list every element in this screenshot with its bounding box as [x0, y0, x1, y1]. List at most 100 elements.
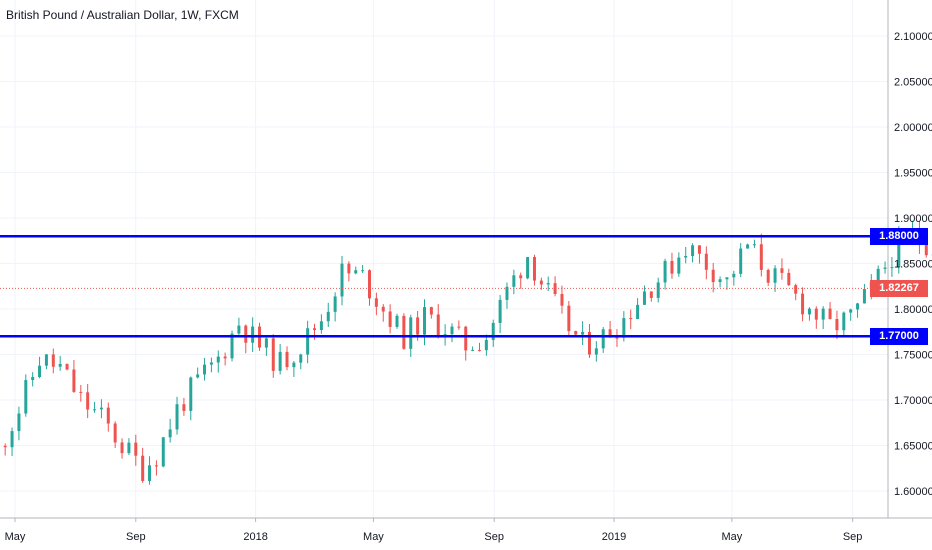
candle-body [587, 331, 591, 355]
candle-body [787, 272, 791, 286]
candle-body [519, 275, 523, 279]
y-tick-label: 1.95000 [894, 168, 932, 180]
candle-body [196, 374, 200, 378]
candle-body [484, 339, 488, 351]
candle-body [746, 244, 750, 249]
candle-body [883, 267, 887, 269]
candle-body [354, 270, 358, 274]
candle-body [828, 308, 832, 320]
candle-body [154, 465, 158, 467]
candle-body [862, 289, 866, 304]
candle-body [856, 303, 860, 310]
candle-body [113, 423, 117, 443]
candle-body [79, 391, 83, 393]
candle-body [663, 260, 667, 283]
candle-body [313, 328, 317, 331]
grid [0, 0, 888, 518]
candle-body [306, 328, 310, 355]
x-tick-label: May [5, 531, 26, 543]
y-tick-label: 1.60000 [894, 486, 932, 498]
candle-body [684, 255, 688, 258]
y-tick-label: 1.85000 [894, 259, 932, 271]
candle-body [477, 349, 481, 351]
candle-body [711, 269, 715, 283]
y-tick-label: 1.80000 [894, 304, 932, 316]
candle-body [773, 268, 777, 283]
candle-body [670, 260, 674, 274]
candle-body [429, 307, 433, 315]
candle-body [319, 321, 323, 331]
candle-body [416, 317, 420, 335]
candle-body [24, 380, 28, 414]
candle-body [890, 267, 894, 269]
candle-body [512, 275, 516, 287]
y-tick-label: 2.05000 [894, 77, 932, 89]
candle-body [457, 326, 461, 328]
candle-body [374, 298, 378, 307]
candle-body [498, 299, 502, 323]
candle-body [388, 311, 392, 327]
candle-body [539, 280, 543, 285]
candle-body [230, 333, 234, 359]
y-tick-label: 2.10000 [894, 31, 932, 43]
candles [3, 220, 932, 485]
candle-body [807, 308, 811, 315]
candle-body [237, 325, 241, 334]
candle-body [223, 356, 227, 359]
candle-body [814, 308, 818, 320]
candle-body [464, 326, 468, 351]
candle-body [450, 326, 454, 335]
y-tick-label: 1.75000 [894, 350, 932, 362]
candle-body [168, 429, 172, 438]
candle-body [99, 407, 103, 410]
candle-body [361, 270, 365, 272]
candle-body [347, 263, 351, 274]
candle-body [127, 442, 131, 454]
levels [0, 234, 888, 338]
candle-body [409, 317, 413, 349]
candle-body [842, 312, 846, 331]
candle-body [546, 283, 550, 285]
candle-body [278, 351, 282, 371]
candle-body [381, 306, 385, 312]
level-1770-price-label: 1.77000 [870, 327, 928, 345]
candle-body [849, 309, 853, 313]
candle-body [182, 404, 186, 411]
candle-body [58, 363, 62, 367]
y-tick-label: 1.90000 [894, 213, 932, 225]
candle-body [526, 257, 530, 279]
candle-body [148, 465, 152, 481]
candle-body [718, 279, 722, 283]
candle-body [368, 270, 372, 299]
candle-body [17, 413, 21, 432]
candle-body [801, 293, 805, 315]
candle-body [649, 291, 653, 298]
candle-body [622, 318, 626, 338]
y-tick-label: 1.65000 [894, 441, 932, 453]
candle-body [629, 318, 633, 320]
candle-body [732, 273, 736, 278]
candle-body [677, 257, 681, 274]
candle-body [691, 245, 695, 256]
candle-body [766, 269, 770, 283]
candle-body [876, 268, 880, 283]
candle-body [189, 377, 193, 411]
candle-body [86, 392, 90, 410]
x-tick-label: Sep [126, 531, 146, 543]
candle-body [209, 362, 213, 365]
candle-body [636, 304, 640, 320]
candle-body [505, 286, 509, 300]
candle-body [244, 325, 248, 343]
candle-body [38, 365, 42, 378]
candle-body [656, 282, 660, 298]
candle-body [594, 348, 598, 355]
candle-body [51, 354, 55, 367]
y-tick-label: 1.70000 [894, 395, 932, 407]
x-tick-label: 2018 [243, 531, 267, 543]
candle-body [821, 308, 825, 320]
level-1880-price-label: 1.88000 [870, 227, 928, 245]
candle-body [106, 407, 110, 424]
candle-body [340, 263, 344, 297]
